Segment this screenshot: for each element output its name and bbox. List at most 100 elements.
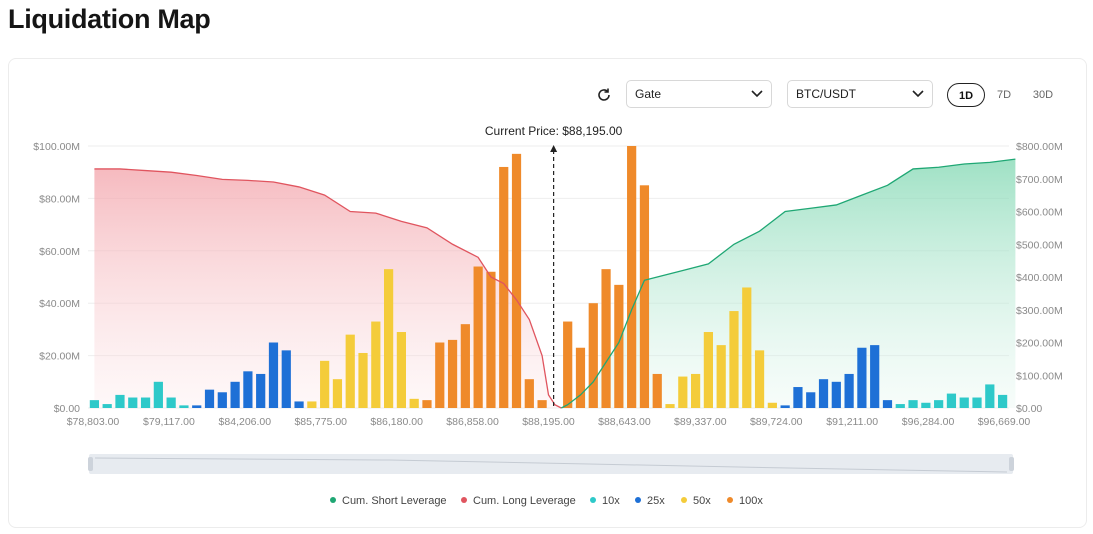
bar-100x xyxy=(575,347,586,408)
bar-50x xyxy=(716,345,726,408)
legend-label: 10x xyxy=(602,495,620,507)
bar-50x xyxy=(767,402,777,408)
legend-marker xyxy=(590,497,596,503)
bar-50x xyxy=(678,376,688,408)
bar-10x xyxy=(115,394,125,408)
legend-item-100x[interactable]: 100x xyxy=(727,495,763,507)
bar-50x xyxy=(345,334,355,408)
bar-10x xyxy=(985,384,995,408)
left-axis-tick-label: $60.00M xyxy=(39,246,80,258)
current-price-arrow xyxy=(550,145,558,152)
left-axis-tick-label: $40.00M xyxy=(39,298,80,310)
bar-100x xyxy=(588,303,598,408)
bar-100x xyxy=(422,400,432,408)
pair-select[interactable]: BTC/USDT xyxy=(787,80,933,108)
legend-label: 25x xyxy=(647,495,665,507)
bar-25x xyxy=(882,400,893,408)
bar-25x xyxy=(217,392,227,408)
left-axis-tick-label: $20.00M xyxy=(39,351,80,363)
bar-100x xyxy=(563,321,573,408)
cum-long-area xyxy=(94,168,562,408)
bar-10x xyxy=(895,404,905,408)
bar-100x xyxy=(652,373,662,408)
bar-10x xyxy=(908,400,918,408)
right-axis-tick-label: $0.00 xyxy=(1016,403,1042,415)
bar-25x xyxy=(204,389,215,408)
bar-10x xyxy=(166,397,176,408)
cum-long-line xyxy=(94,168,562,409)
range-1d-button[interactable]: 1D xyxy=(947,83,985,107)
x-axis-tick-label: $86,180.00 xyxy=(370,416,423,428)
bar-10x xyxy=(102,404,112,408)
refresh-icon[interactable] xyxy=(596,87,612,103)
bar-10x xyxy=(140,397,151,408)
pair-select-value: BTC/USDT xyxy=(796,87,856,101)
exchange-select[interactable]: Gate xyxy=(626,80,772,108)
legend-item-25x[interactable]: 25x xyxy=(635,495,665,507)
chart-legend: Cum. Short Leverage Cum. Long Leverage 1… xyxy=(0,495,1093,511)
bar-100x xyxy=(524,379,534,408)
bar-100x xyxy=(447,339,458,408)
x-axis-tick-label: $89,724.00 xyxy=(750,416,803,428)
bar-10x xyxy=(972,397,982,408)
bar-100x xyxy=(614,284,624,408)
zoom-slider-right-handle[interactable] xyxy=(1009,457,1014,471)
chart-controls: Gate BTC/USDT 1D 7D 30D xyxy=(0,80,1093,110)
cum-short-line xyxy=(560,158,1016,409)
right-axis-tick-label: $300.00M xyxy=(1016,305,1063,317)
legend-item-50x[interactable]: 50x xyxy=(681,495,711,507)
right-axis-tick-label: $200.00M xyxy=(1016,338,1063,350)
zoom-slider[interactable] xyxy=(88,454,1014,474)
zoom-slider-left-handle[interactable] xyxy=(88,457,93,471)
bar-10x xyxy=(934,400,944,408)
bar-50x xyxy=(332,379,343,408)
range-30d-button[interactable]: 30D xyxy=(1032,89,1054,101)
bar-10x xyxy=(921,402,931,408)
bar-50x xyxy=(665,404,675,408)
bar-10x xyxy=(959,397,969,408)
chevron-down-icon xyxy=(751,90,763,98)
bar-10x xyxy=(946,393,957,408)
legend-item-cum-short[interactable]: Cum. Short Leverage xyxy=(330,495,447,507)
right-axis-tick-label: $500.00M xyxy=(1016,239,1063,251)
x-axis-tick-label: $88,643.00 xyxy=(598,416,651,428)
page-title: Liquidation Map xyxy=(8,4,211,34)
bar-50x xyxy=(754,350,765,408)
bar-100x xyxy=(473,266,483,408)
legend-label: 100x xyxy=(739,495,763,507)
legend-marker xyxy=(330,497,336,503)
bar-10x xyxy=(128,397,138,408)
bar-100x xyxy=(435,342,445,408)
bar-50x xyxy=(358,352,368,408)
legend-marker xyxy=(727,497,733,503)
bar-25x xyxy=(281,350,291,408)
legend-item-cum-long[interactable]: Cum. Long Leverage xyxy=(461,495,576,507)
bar-50x xyxy=(729,311,739,408)
legend-label: Cum. Short Leverage xyxy=(342,495,447,507)
bar-100x xyxy=(601,269,611,408)
bar-50x xyxy=(307,401,317,408)
bar-25x xyxy=(844,373,854,408)
range-7d-button[interactable]: 7D xyxy=(996,89,1012,101)
bar-50x xyxy=(742,287,752,408)
x-axis-tick-label: $96,284.00 xyxy=(902,416,955,428)
x-axis-tick-label: $84,206.00 xyxy=(219,416,272,428)
exchange-select-value: Gate xyxy=(635,87,662,101)
x-axis-tick-label: $86,858.00 xyxy=(446,416,499,428)
legend-item-10x[interactable]: 10x xyxy=(590,495,620,507)
left-axis-tick-label: $80.00M xyxy=(39,193,80,205)
bar-25x xyxy=(793,387,803,408)
x-axis-tick-label: $96,669.00 xyxy=(978,416,1031,428)
bar-25x xyxy=(268,342,279,408)
x-axis-tick-label: $89,337.00 xyxy=(674,416,727,428)
zoom-slider-preview xyxy=(94,457,1008,473)
right-axis-tick-label: $100.00M xyxy=(1016,370,1063,382)
current-price-label: Current Price: $88,195.00 xyxy=(485,124,623,138)
x-axis-tick-label: $88,195.00 xyxy=(522,416,575,428)
bar-50x xyxy=(703,332,714,408)
cum-short-area xyxy=(561,159,1016,408)
bar-25x xyxy=(831,381,841,408)
left-axis-tick-label: $0.00 xyxy=(54,403,80,415)
bar-25x xyxy=(294,401,304,408)
